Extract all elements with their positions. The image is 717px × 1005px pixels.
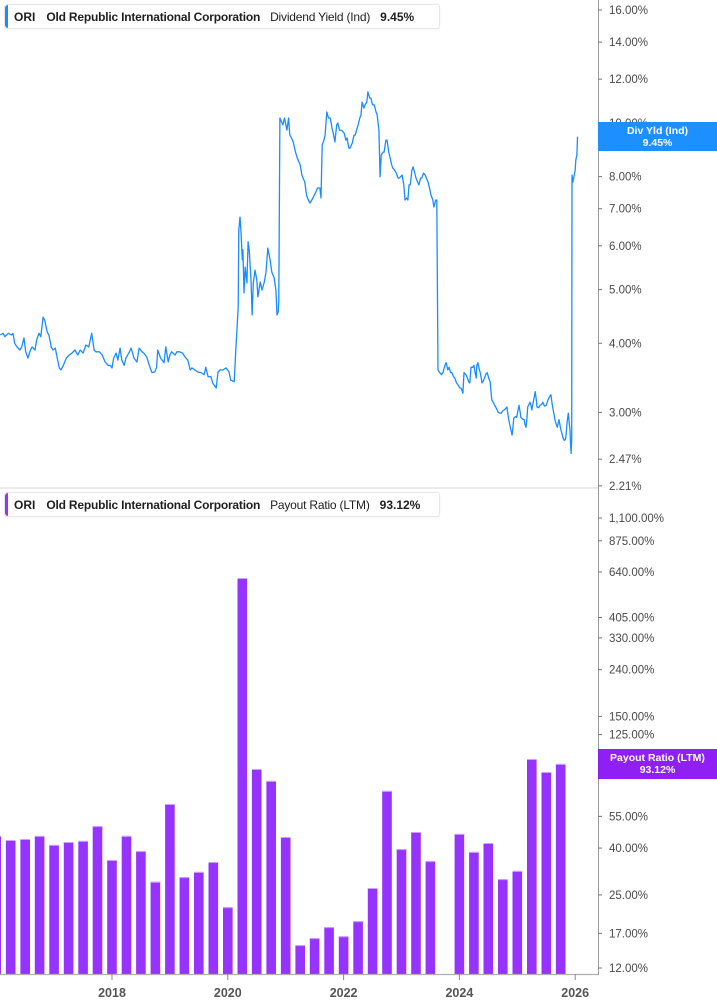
y-tick-label: 150.00% <box>609 711 654 723</box>
payout-bar[interactable] <box>208 862 219 974</box>
dividend-yield-last-value-tag: Div Yld (Ind) 9.45% <box>598 122 717 151</box>
dividend-yield-line[interactable] <box>0 91 579 455</box>
x-axis: 2018 2020 2022 2024 2026 <box>98 974 589 1000</box>
payout-ratio-legend[interactable]: ORI Old Republic International Corporati… <box>4 492 440 517</box>
payout-bar[interactable] <box>63 842 74 974</box>
payout-ratio-plot-area[interactable] <box>0 578 566 974</box>
legend-metric-name: Dividend Yield (Ind) <box>270 9 371 24</box>
dividend-yield-plot-area[interactable] <box>0 91 579 455</box>
payout-bar[interactable] <box>295 945 305 974</box>
payout-bar[interactable] <box>309 938 320 974</box>
payout-bar[interactable] <box>150 881 161 974</box>
payout-bar[interactable] <box>223 907 233 974</box>
payout-bar[interactable] <box>469 851 479 974</box>
tag-label: Div Yld (Ind) <box>626 125 689 137</box>
legend-metric-value: 93.12% <box>379 497 421 512</box>
payout-bar[interactable] <box>0 835 1 974</box>
y-tick-label: 5.00% <box>609 285 642 297</box>
payout-bar[interactable] <box>107 860 117 974</box>
y-tick-label: 8.00% <box>609 172 642 184</box>
y-tick-label: 330.00% <box>609 633 654 645</box>
payout-bar[interactable] <box>5 840 16 974</box>
legend-metric-name: Payout Ratio (LTM) <box>270 497 370 512</box>
tag-label: Payout Ratio (LTM) <box>610 752 705 764</box>
y-tick-label: 17.00% <box>609 928 648 940</box>
payout-bar[interactable] <box>411 832 421 974</box>
y-tick-label: 55.00% <box>609 811 648 823</box>
y-tick-label: 3.00% <box>609 407 642 419</box>
y-tick-label: 7.00% <box>609 204 642 216</box>
y-tick-label: 240.00% <box>609 665 654 677</box>
y-tick-label: 12.00% <box>609 74 648 86</box>
payout-ratio-last-value-tag: Payout Ratio (LTM) 93.12% <box>598 749 717 779</box>
y-tick-label: 2.47% <box>609 454 642 466</box>
y-tick-label: 875.00% <box>609 536 654 548</box>
payout-bar[interactable] <box>251 769 262 974</box>
payout-bar[interactable] <box>425 861 436 974</box>
dividend-yield-y-axis: 16.00%14.00%12.00%10.00%8.00%7.00%6.00%5… <box>598 5 648 493</box>
payout-ratio-y-axis: 1,100.00% 875.00% 640.00% 405.00% 330.00% 240… <box>598 513 664 975</box>
payout-bar[interactable] <box>353 921 363 974</box>
tag-value: 93.12% <box>639 764 676 776</box>
y-tick-label: 25.00% <box>609 890 648 902</box>
y-tick-label: 14.00% <box>609 37 648 49</box>
x-tick-label: 2026 <box>561 986 589 1000</box>
x-tick-label: 2022 <box>330 986 358 1000</box>
payout-bar[interactable] <box>280 837 291 974</box>
x-tick-label: 2018 <box>98 986 126 1000</box>
x-tick-label: 2024 <box>445 986 473 1000</box>
legend-ticker: ORI <box>14 9 36 24</box>
payout-bar[interactable] <box>266 780 276 974</box>
payout-bar[interactable] <box>49 844 59 974</box>
payout-bar[interactable] <box>512 870 523 974</box>
tag-value: 9.45% <box>642 137 673 149</box>
legend-ticker: ORI <box>14 497 36 512</box>
payout-bar[interactable] <box>121 835 132 974</box>
y-tick-label: 125.00% <box>609 730 654 742</box>
y-tick-label: 1,100.00% <box>609 513 664 525</box>
payout-bar[interactable] <box>20 839 30 974</box>
y-tick-label: 2.21% <box>609 481 642 493</box>
legend-metric-value: 9.45% <box>380 9 415 24</box>
payout-bar[interactable] <box>454 833 465 974</box>
payout-bar[interactable] <box>194 871 204 974</box>
y-tick-label: 6.00% <box>609 241 642 253</box>
payout-bar[interactable] <box>527 759 537 974</box>
payout-bar[interactable] <box>382 790 392 974</box>
payout-bar[interactable] <box>179 877 190 974</box>
payout-bar[interactable] <box>324 927 334 974</box>
payout-bar[interactable] <box>555 763 566 974</box>
payout-bar[interactable] <box>34 835 45 974</box>
x-tick-label: 2020 <box>214 986 242 1000</box>
payout-bar[interactable] <box>338 936 349 974</box>
payout-bar[interactable] <box>498 879 508 974</box>
payout-bar[interactable] <box>165 804 175 974</box>
y-tick-label: 405.00% <box>609 613 654 625</box>
legend-company-name: Old Republic International Corporation <box>46 497 261 512</box>
payout-bar[interactable] <box>92 826 103 974</box>
payout-bar[interactable] <box>541 772 552 974</box>
y-tick-label: 4.00% <box>609 338 642 350</box>
y-tick-label: 16.00% <box>609 5 648 17</box>
payout-bar[interactable] <box>483 843 494 974</box>
series-color-swatch <box>5 5 8 28</box>
y-tick-label: 640.00% <box>609 567 654 579</box>
payout-bar[interactable] <box>237 578 248 974</box>
legend-company-name: Old Republic International Corporation <box>46 9 261 24</box>
payout-bar[interactable] <box>136 851 146 974</box>
series-color-swatch <box>5 493 8 516</box>
payout-bar[interactable] <box>396 849 407 974</box>
payout-bar[interactable] <box>78 840 88 974</box>
dividend-yield-legend[interactable]: ORI Old Republic International Corporati… <box>4 4 440 29</box>
y-tick-label: 40.00% <box>609 843 648 855</box>
payout-bar[interactable] <box>367 888 378 974</box>
y-tick-label: 12.00% <box>609 963 648 975</box>
